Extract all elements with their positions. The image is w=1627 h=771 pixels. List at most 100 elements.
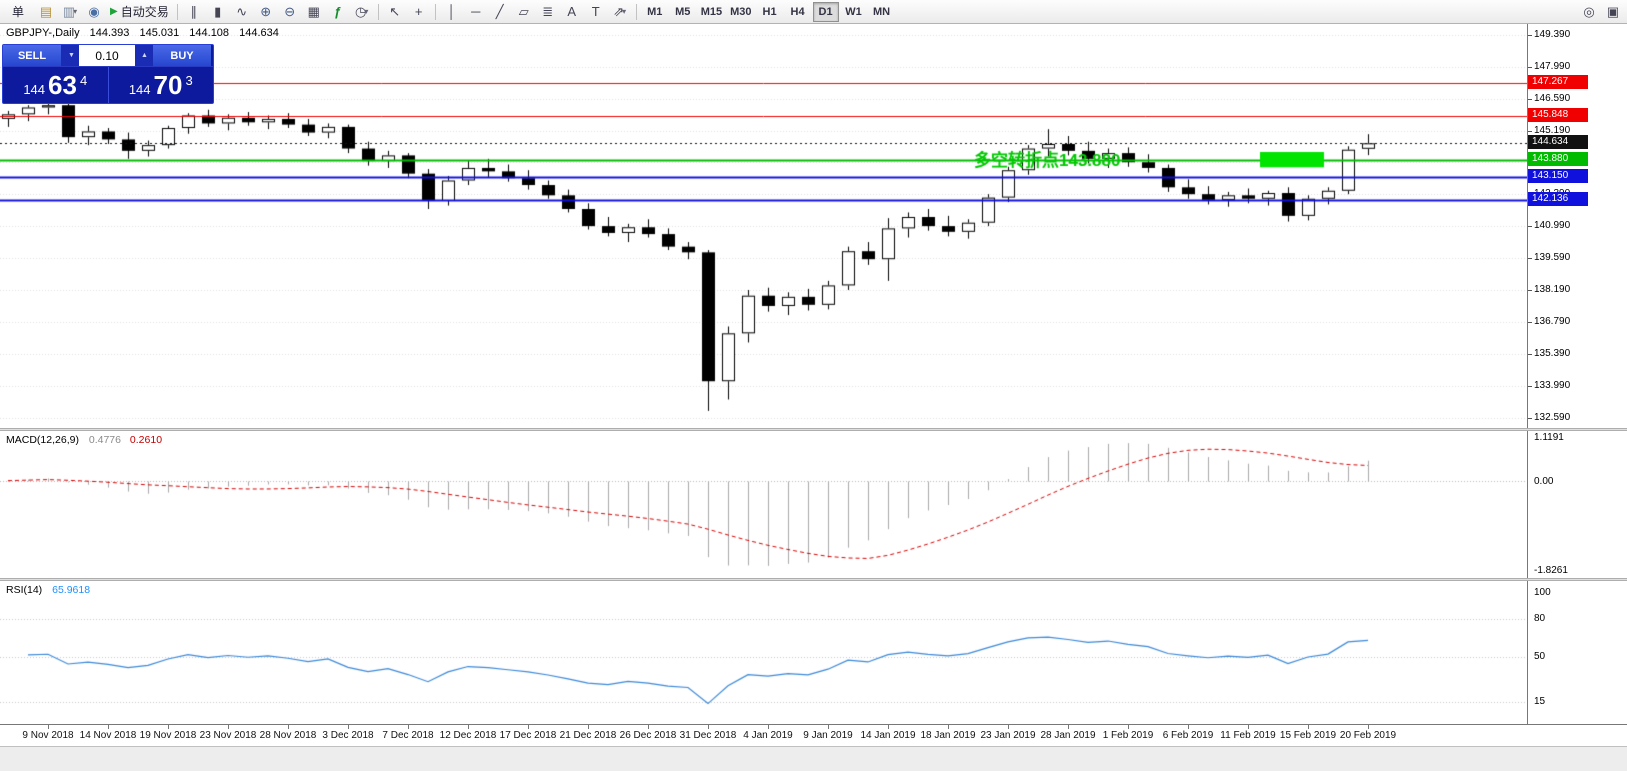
rsi-panel-canvas[interactable] xyxy=(0,581,1527,724)
text-icon: A xyxy=(567,4,577,19)
scale-label: 132.590 xyxy=(1534,411,1571,423)
arrows-button[interactable]: ⇗ ▾ xyxy=(609,2,631,22)
fibonacci-icon: ≣ xyxy=(542,3,554,19)
trendline-button[interactable]: ╱ xyxy=(489,2,511,22)
chevron-down-icon: ▾ xyxy=(73,7,78,16)
indicators-button[interactable]: ƒ xyxy=(327,2,349,22)
panel-splitter[interactable] xyxy=(0,578,1627,581)
lot-increase-button[interactable]: ▲ xyxy=(135,45,152,66)
date-tick xyxy=(1128,725,1129,729)
timeframe-m5[interactable]: M5 xyxy=(670,2,696,22)
market-watch-button[interactable]: ◉ xyxy=(83,2,105,22)
text-tool-button[interactable]: A xyxy=(561,2,583,22)
one-click-trading-panel: SELL ▼ ▲ BUY 144 63 4 144 70 3 xyxy=(2,44,214,104)
date-axis[interactable]: 9 Nov 2018 14 Nov 2018 19 Nov 2018 23 Nov 2… xyxy=(0,724,1627,746)
date-label: 9 Jan 2019 xyxy=(803,730,853,741)
new-order-button[interactable]: 单 xyxy=(3,2,33,22)
periods-button[interactable]: ◷ ▾ xyxy=(351,2,373,22)
price-tag: 147.267 xyxy=(1528,75,1588,90)
timeframe-m30[interactable]: M30 xyxy=(727,2,754,22)
new-window-button[interactable]: ▣ xyxy=(1602,2,1624,22)
scale-label: 139.590 xyxy=(1534,252,1571,264)
channel-button[interactable]: ▱ xyxy=(513,2,535,22)
date-label: 20 Feb 2019 xyxy=(1339,730,1397,741)
lot-decrease-button[interactable]: ▼ xyxy=(62,45,79,66)
date-tick xyxy=(1308,725,1309,729)
crosshair-icon: + xyxy=(414,4,423,19)
sell-price-big: 63 xyxy=(48,70,77,100)
toolbar-separator xyxy=(434,3,436,20)
price-tag: 143.880 xyxy=(1528,152,1588,167)
rsi-scale-label: 50 xyxy=(1534,651,1546,662)
sell-price-button[interactable]: 144 63 4 xyxy=(3,67,108,103)
date-tick xyxy=(168,725,169,729)
date-tick xyxy=(468,725,469,729)
timeframe-h1[interactable]: H1 xyxy=(757,2,783,22)
timeframe-mn[interactable]: MN xyxy=(869,2,895,22)
date-label: 14 Nov 2018 xyxy=(79,730,137,741)
timeframe-h4[interactable]: H4 xyxy=(785,2,811,22)
timeframe-m1[interactable]: M1 xyxy=(642,2,668,22)
date-tick xyxy=(288,725,289,729)
sell-button[interactable]: SELL xyxy=(3,45,62,66)
date-label: 1 Feb 2019 xyxy=(1102,730,1154,741)
search-button[interactable]: ◎ xyxy=(1578,2,1600,22)
macd-main-value: 0.4776 xyxy=(88,434,121,446)
chart-symbol-label: GBPJPY-,Daily xyxy=(6,27,80,39)
date-label: 17 Dec 2018 xyxy=(499,730,557,741)
profiles-button[interactable]: ▥ ▾ xyxy=(59,2,81,22)
vertical-line-button[interactable]: │ xyxy=(441,2,463,22)
rsi-label: RSI(14) 65.9618 xyxy=(6,584,90,596)
date-label: 3 Dec 2018 xyxy=(322,730,374,741)
date-tick xyxy=(528,725,529,729)
new-chart-button[interactable]: ▤ xyxy=(35,2,57,22)
timeframe-w1[interactable]: W1 xyxy=(841,2,867,22)
panel-splitter[interactable] xyxy=(0,428,1627,431)
rsi-scale-label: 80 xyxy=(1534,612,1546,624)
buy-button[interactable]: BUY xyxy=(152,45,211,66)
ohlc-low: 144.108 xyxy=(189,27,230,39)
date-label: 23 Nov 2018 xyxy=(199,730,257,741)
profiles-icon: ▥ xyxy=(62,3,76,19)
scale-tick xyxy=(1528,67,1532,68)
tile-windows-button[interactable]: ▦ xyxy=(303,2,325,22)
macd-scale-max: 1.1191 xyxy=(1534,432,1564,443)
date-tick xyxy=(648,725,649,729)
date-label: 18 Jan 2019 xyxy=(920,730,976,741)
date-tick xyxy=(768,725,769,729)
macd-label: MACD(12,26,9) 0.4776 0.2610 xyxy=(6,434,162,446)
autotrading-button[interactable]: ▶ 自动交易 xyxy=(107,2,172,22)
zoom-in-button[interactable]: ⊕ xyxy=(255,2,277,22)
fibonacci-button[interactable]: ≣ xyxy=(537,2,559,22)
scale-tick xyxy=(1528,131,1532,132)
scale-tick xyxy=(1528,35,1532,36)
date-label: 28 Nov 2018 xyxy=(259,730,317,741)
toolbar-separator xyxy=(377,3,379,20)
timeframe-d1[interactable]: D1 xyxy=(812,1,839,22)
date-tick xyxy=(228,725,229,729)
candles-chart-button[interactable]: ▮ xyxy=(207,2,229,22)
timeframe-m15[interactable]: M15 xyxy=(698,2,725,22)
bars-chart-button[interactable]: ∥ xyxy=(183,2,205,22)
date-tick xyxy=(948,725,949,729)
price-scale[interactable]: 149.390147.990146.590145.190143.790142.3… xyxy=(1527,24,1627,724)
date-label: 21 Dec 2018 xyxy=(559,730,617,741)
scale-tick xyxy=(1528,226,1532,227)
crosshair-button[interactable]: + xyxy=(408,2,430,22)
line-chart-button[interactable]: ∿ xyxy=(231,2,253,22)
macd-panel-canvas[interactable] xyxy=(0,431,1527,578)
buy-price-button[interactable]: 144 70 3 xyxy=(107,67,214,103)
date-label: 12 Dec 2018 xyxy=(439,730,497,741)
main-chart-canvas[interactable] xyxy=(0,24,1527,428)
chevron-down-icon: ▾ xyxy=(364,7,369,16)
candles-chart-icon: ▮ xyxy=(214,3,222,19)
scale-label: 136.790 xyxy=(1534,316,1571,328)
text-label-button[interactable]: T xyxy=(585,2,607,22)
chevron-down-icon: ▾ xyxy=(622,7,627,16)
date-tick xyxy=(828,725,829,729)
horizontal-line-button[interactable]: ─ xyxy=(465,2,487,22)
zoom-out-button[interactable]: ⊖ xyxy=(279,2,301,22)
macd-name: MACD(12,26,9) xyxy=(6,434,79,446)
lot-size-input[interactable] xyxy=(79,45,135,66)
cursor-button[interactable]: ↖ xyxy=(384,2,406,22)
